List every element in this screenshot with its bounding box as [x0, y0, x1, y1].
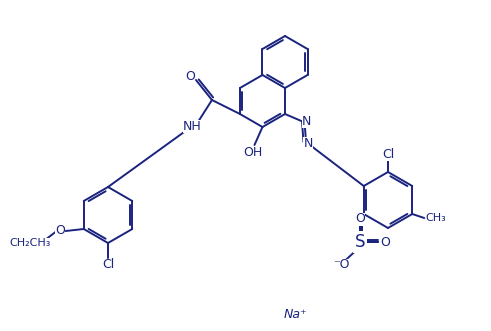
Text: Cl: Cl: [382, 148, 394, 161]
Text: N: N: [303, 136, 313, 150]
Text: Na⁺: Na⁺: [283, 308, 307, 321]
Text: NH: NH: [183, 119, 201, 132]
Text: O: O: [185, 70, 195, 82]
Text: Cl: Cl: [102, 259, 114, 271]
Text: CH₂CH₃: CH₂CH₃: [9, 238, 51, 248]
Text: O: O: [55, 224, 65, 238]
Text: ⁻O: ⁻O: [333, 259, 350, 271]
Text: CH₃: CH₃: [426, 213, 447, 223]
Text: N: N: [302, 115, 311, 128]
Text: O: O: [355, 213, 365, 225]
Text: S: S: [355, 233, 365, 251]
Text: O: O: [380, 235, 390, 249]
Text: OH: OH: [243, 147, 262, 160]
